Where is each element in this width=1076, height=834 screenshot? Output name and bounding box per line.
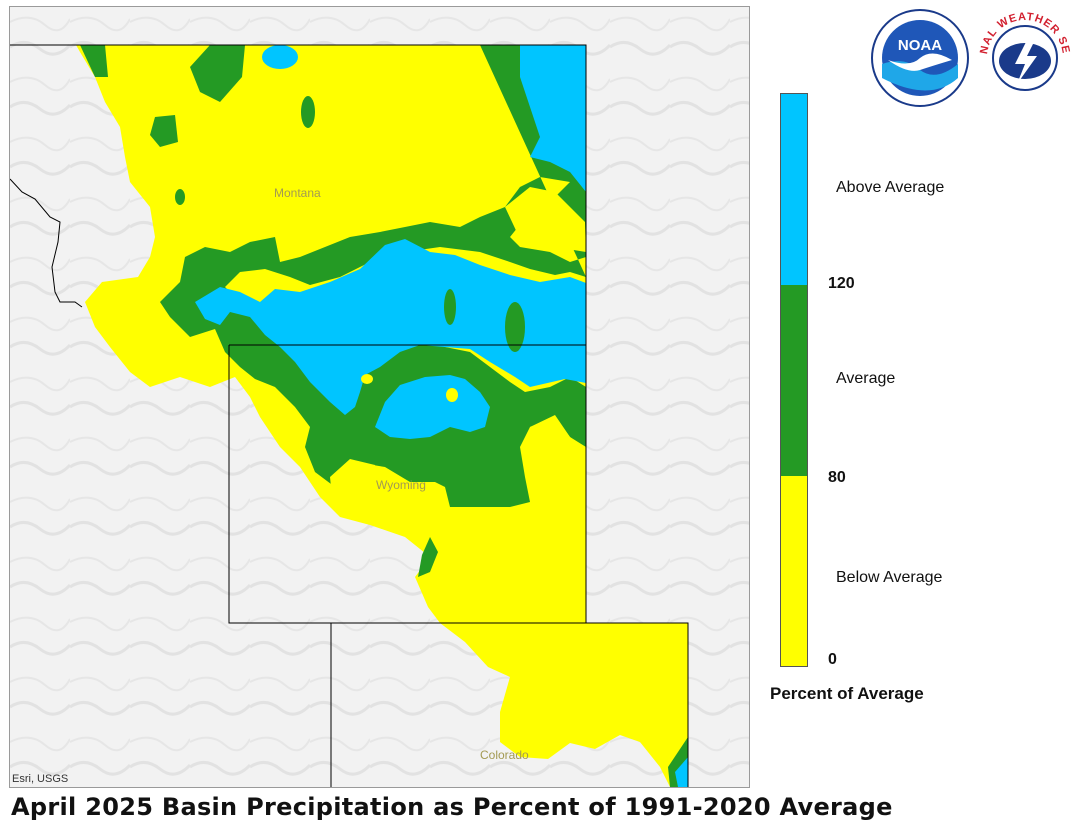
state-label-wyoming: Wyoming <box>376 478 426 492</box>
noaa-logo-text: NOAA <box>898 37 942 54</box>
legend-title: Percent of Average <box>770 684 924 703</box>
region-average <box>150 115 178 147</box>
state-label-colorado: Colorado <box>480 748 529 762</box>
legend-tick-120: 120 <box>828 275 855 292</box>
legend-label-average: Average <box>836 370 896 387</box>
region-above-average <box>375 375 490 439</box>
region-average <box>301 96 315 128</box>
legend-swatch-below <box>781 476 807 666</box>
precipitation-map[interactable] <box>10 7 749 787</box>
map-frame[interactable]: Montana Wyoming Colorado Esri, USGS <box>9 6 750 788</box>
region-below-average <box>446 388 458 402</box>
noaa-logo-icon: NOAA <box>871 9 969 107</box>
region-below-average <box>361 374 373 384</box>
region-above-average <box>675 757 688 787</box>
region-below-average <box>330 459 380 517</box>
legend-tick-0: 0 <box>828 651 837 668</box>
region-below-average <box>505 187 586 252</box>
region-average <box>80 45 108 77</box>
region-average <box>190 45 245 102</box>
legend-color-bar <box>780 93 808 667</box>
region-above-average <box>195 239 586 415</box>
legend-label-above: Above Average <box>836 179 945 196</box>
legend-tick-80: 80 <box>828 469 846 486</box>
region-average <box>418 537 438 577</box>
region-average <box>160 45 586 507</box>
state-label-montana: Montana <box>274 186 321 200</box>
region-above-average <box>520 45 586 192</box>
region-below-average <box>530 415 586 623</box>
region-below-average <box>175 189 185 205</box>
map-attribution: Esri, USGS <box>12 773 69 785</box>
legend-label-below: Below Average <box>836 569 943 586</box>
region-below-average <box>505 302 525 352</box>
state-borders <box>10 44 689 787</box>
legend-swatch-average <box>781 285 807 476</box>
page-title: April 2025 Basin Precipitation as Percen… <box>11 793 893 821</box>
region-above-average <box>262 45 298 69</box>
nws-logo-icon: NATIONAL WEATHER SERVICE <box>975 6 1073 106</box>
region-below-average <box>444 289 456 325</box>
legend-swatch-above <box>781 94 807 285</box>
